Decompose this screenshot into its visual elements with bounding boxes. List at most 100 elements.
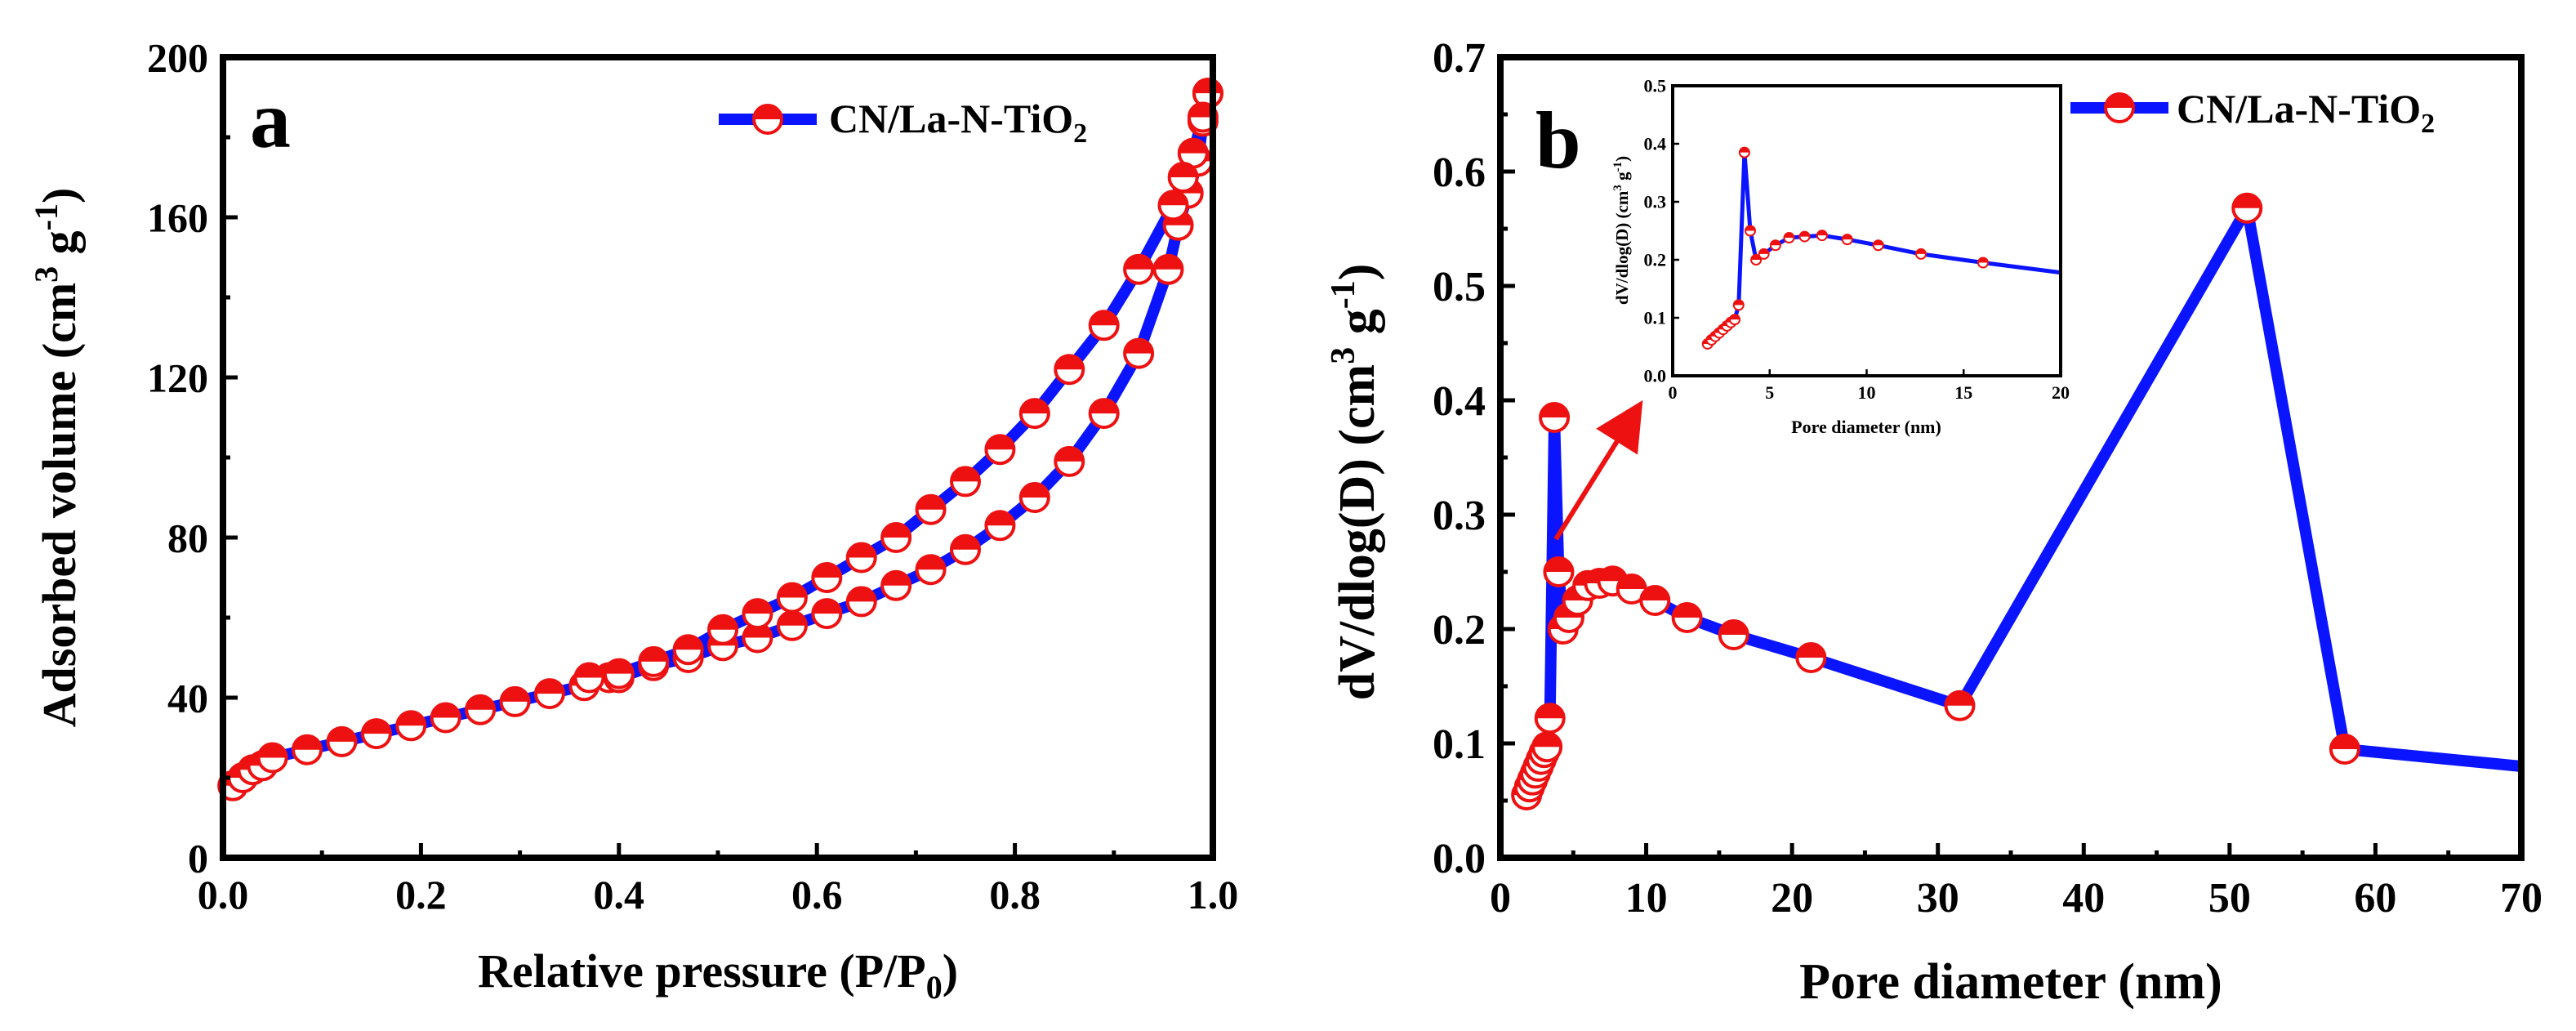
b-point-CN/La-N-TiO2-23 — [2231, 192, 2263, 224]
b-inset-point-CN/La-N-TiO2-16 — [1816, 230, 1828, 242]
b-xtick-label-7: 70 — [2500, 875, 2543, 922]
a-point-desorption-21 — [573, 662, 605, 694]
b-point-CN/La-N-TiO2-10 — [1543, 556, 1575, 587]
b-point-CN/La-N-TiO2-8 — [1534, 703, 1566, 734]
panel-b-xlabel: Pore diameter (nm) — [1799, 954, 2222, 1010]
panel-a-xlabel: Relative pressure (P/P0) — [478, 944, 958, 1006]
b-xtick-label-5: 50 — [2208, 875, 2251, 922]
a-series-line-adsorption — [227, 87, 1213, 792]
a-point-adsorption-25 — [950, 533, 981, 565]
a-point-adsorption-10 — [465, 694, 497, 725]
panel-b-legend: CN/La-N-TiO2 — [2070, 86, 2435, 139]
b-ytick-label-1: 0.1 — [1433, 721, 1486, 768]
b-inset-point-CN/La-N-TiO2-20 — [1977, 257, 1989, 269]
b-ytick-label-6: 0.6 — [1433, 150, 1486, 196]
panel-b-label: b — [1535, 95, 1581, 185]
a-point-adsorption-12 — [533, 678, 565, 710]
b-inset-ytick-label-3: 0.3 — [1644, 192, 1667, 212]
b-inset-ytick-label-2: 0.2 — [1644, 250, 1667, 270]
b-inset-point-CN/La-N-TiO2-9 — [1738, 146, 1750, 158]
panel-a: 0.0 0.2 0.4 0.6 0.8 1.0 0 40 80 120 160 200 a CN/La… — [28, 35, 1238, 1006]
a-xtick-label-4: 0.8 — [989, 872, 1041, 917]
a-xtick-label-1: 0.2 — [395, 872, 447, 917]
b-inset-point-CN/La-N-TiO2-17 — [1841, 234, 1853, 246]
a-point-adsorption-4 — [256, 742, 288, 774]
b-inset-point-CN/La-N-TiO2-11 — [1750, 254, 1763, 266]
a-point-desorption-3 — [1167, 162, 1199, 193]
a-point-adsorption-23 — [880, 569, 912, 601]
b-inset-point-CN/La-N-TiO2-18 — [1872, 239, 1884, 252]
b-inset-point-CN/La-N-TiO2-7 — [1729, 314, 1740, 326]
b-inset-point-CN/La-N-TiO2-8 — [1732, 299, 1745, 311]
a-point-adsorption-28 — [1054, 445, 1085, 477]
a-point-adsorption-7 — [360, 718, 392, 750]
a-point-adsorption-27 — [1018, 482, 1050, 513]
b-point-CN/La-N-TiO2-7 — [1531, 731, 1563, 763]
panel-a-legend-text: CN/La-N-TiO2 — [829, 96, 1087, 149]
panel-b-legend-marker — [2104, 92, 2135, 123]
b-ytick-label-2: 0.2 — [1433, 607, 1486, 654]
b-inset-xtick-label-4: 20 — [2052, 382, 2070, 403]
b-inset-ytick-label-5: 0.5 — [1644, 76, 1667, 96]
a-ytick-label-0: 0 — [188, 836, 208, 881]
panel-b: 0 10 20 30 40 50 60 700.00.10.20.30.40.50.60.7 … — [1325, 35, 2543, 1010]
b-xtick-label-1: 10 — [1625, 875, 1668, 922]
a-point-adsorption-24 — [915, 554, 947, 586]
a-point-desorption-4 — [1157, 190, 1189, 221]
b-xtick-label-3: 30 — [1917, 875, 1959, 922]
a-point-desorption-9 — [984, 434, 1016, 466]
a-point-adsorption-30 — [1123, 337, 1155, 369]
a-point-adsorption-20 — [776, 609, 808, 641]
panel-b-ylabel: dV/dlog(D) (cm3 g-1) — [1325, 264, 1385, 701]
a-point-adsorption-11 — [499, 685, 531, 717]
inset-ylabel: dV/dlog(D) (cm3 g-1) — [1611, 156, 1632, 305]
b-inset-xtick-label-1: 5 — [1765, 382, 1774, 403]
a-point-desorption-15 — [776, 582, 808, 614]
b-ytick-label-4: 0.4 — [1433, 378, 1486, 425]
a-point-desorption-8 — [1018, 398, 1050, 430]
panel-a-legend: CN/La-N-TiO2 — [719, 96, 1087, 149]
a-ytick-label-1: 40 — [167, 676, 208, 721]
b-xtick-label-2: 20 — [1771, 875, 1813, 922]
b-xtick-label-4: 40 — [2062, 875, 2105, 922]
a-point-desorption-11 — [915, 493, 947, 525]
inset-pointer-arrow — [1553, 399, 1643, 541]
a-point-desorption-5 — [1123, 253, 1155, 285]
a-xtick-label-0: 0.0 — [198, 872, 249, 917]
b-inset-ytick-label-4: 0.4 — [1644, 134, 1667, 154]
a-point-adsorption-21 — [811, 598, 843, 630]
a-xtick-label-5: 1.0 — [1188, 872, 1239, 917]
b-ytick-label-7: 0.7 — [1433, 35, 1486, 82]
a-xtick-label-3: 0.6 — [791, 872, 843, 917]
a-point-adsorption-5 — [292, 734, 323, 765]
b-xtick-label-6: 60 — [2354, 875, 2396, 922]
b-inset-xtick-label-2: 10 — [1858, 382, 1876, 403]
panel-b-inset: 0 5 10 15 20 0.0 0.1 0.2 0.3 0.4 0.5 Pore diameter… — [1611, 76, 2070, 437]
b-point-CN/La-N-TiO2-20 — [1718, 619, 1749, 650]
b-inset-point-CN/La-N-TiO2-14 — [1783, 232, 1795, 244]
b-ytick-label-0: 0.0 — [1433, 836, 1486, 882]
a-ytick-label-5: 200 — [147, 35, 208, 81]
b-ytick-label-5: 0.5 — [1433, 264, 1486, 310]
b-inset-point-CN/La-N-TiO2-10 — [1745, 225, 1756, 237]
a-point-adsorption-6 — [326, 725, 358, 757]
b-inset-xtick-label-0: 0 — [1669, 382, 1678, 403]
b-inset-ytick-label-0: 0.0 — [1644, 366, 1667, 386]
b-point-CN/La-N-TiO2-17 — [1616, 574, 1647, 605]
a-ytick-label-4: 160 — [147, 195, 208, 241]
b-inset-xtick-label-3: 15 — [1954, 382, 1972, 403]
panel-b-legend-text: CN/La-N-TiO2 — [2177, 86, 2435, 139]
a-ytick-label-2: 80 — [167, 516, 208, 561]
b-ytick-label-3: 0.3 — [1433, 493, 1486, 539]
a-point-adsorption-22 — [845, 586, 877, 618]
inset-background — [1673, 86, 2061, 376]
b-inset-point-CN/La-N-TiO2-13 — [1769, 239, 1781, 252]
inset-xlabel: Pore diameter (nm) — [1791, 417, 1941, 437]
a-point-desorption-16 — [742, 598, 773, 630]
a-point-adsorption-9 — [430, 702, 461, 734]
a-ytick-label-3: 120 — [147, 355, 208, 401]
b-point-CN/La-N-TiO2-18 — [1639, 585, 1671, 616]
a-point-desorption-10 — [950, 466, 981, 498]
a-point-desorption-12 — [880, 522, 912, 553]
